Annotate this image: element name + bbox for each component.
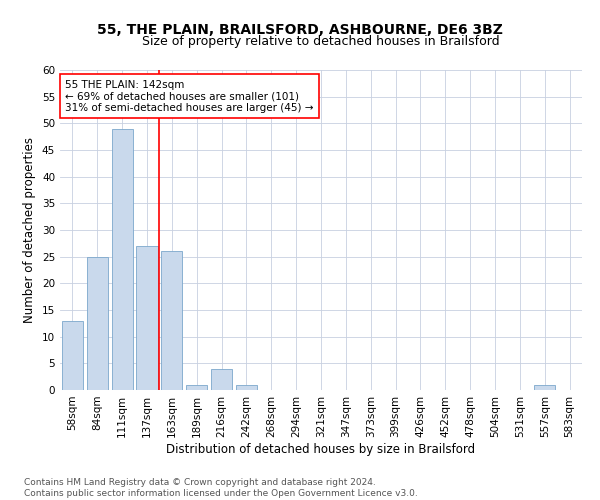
Title: Size of property relative to detached houses in Brailsford: Size of property relative to detached ho… — [142, 35, 500, 48]
Text: Contains HM Land Registry data © Crown copyright and database right 2024.
Contai: Contains HM Land Registry data © Crown c… — [24, 478, 418, 498]
Bar — [62, 320, 83, 390]
Bar — [534, 384, 555, 390]
Bar — [211, 368, 232, 390]
Text: 55 THE PLAIN: 142sqm
← 69% of detached houses are smaller (101)
31% of semi-deta: 55 THE PLAIN: 142sqm ← 69% of detached h… — [65, 80, 314, 113]
Bar — [236, 384, 257, 390]
X-axis label: Distribution of detached houses by size in Brailsford: Distribution of detached houses by size … — [166, 442, 476, 456]
Y-axis label: Number of detached properties: Number of detached properties — [23, 137, 37, 323]
Bar — [136, 246, 158, 390]
Bar — [161, 252, 182, 390]
Bar — [112, 128, 133, 390]
Bar — [186, 384, 207, 390]
Text: 55, THE PLAIN, BRAILSFORD, ASHBOURNE, DE6 3BZ: 55, THE PLAIN, BRAILSFORD, ASHBOURNE, DE… — [97, 22, 503, 36]
Bar — [87, 256, 108, 390]
